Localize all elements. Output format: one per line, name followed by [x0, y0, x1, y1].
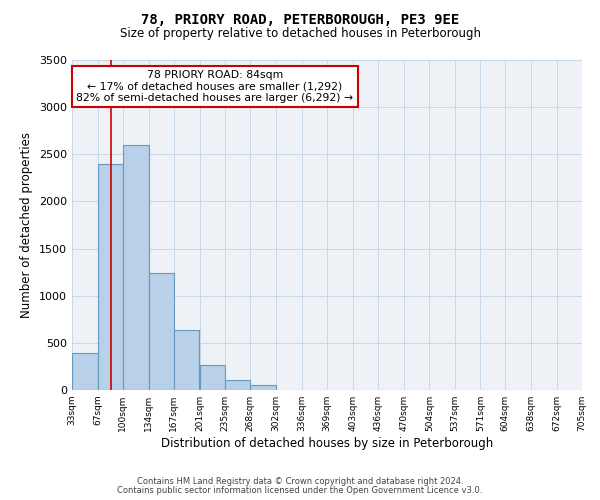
- Text: Contains public sector information licensed under the Open Government Licence v3: Contains public sector information licen…: [118, 486, 482, 495]
- Bar: [226, 380, 250, 390]
- Bar: [72, 353, 98, 390]
- Text: 78 PRIORY ROAD: 84sqm
← 17% of detached houses are smaller (1,292)
82% of semi-d: 78 PRIORY ROAD: 84sqm ← 17% of detached …: [76, 70, 353, 103]
- Text: Size of property relative to detached houses in Peterborough: Size of property relative to detached ho…: [119, 28, 481, 40]
- Bar: [123, 145, 149, 390]
- Bar: [98, 164, 123, 390]
- Bar: [250, 386, 276, 390]
- Bar: [173, 330, 199, 390]
- Text: Contains HM Land Registry data © Crown copyright and database right 2024.: Contains HM Land Registry data © Crown c…: [137, 477, 463, 486]
- Y-axis label: Number of detached properties: Number of detached properties: [20, 132, 34, 318]
- Bar: [149, 273, 173, 390]
- Text: 78, PRIORY ROAD, PETERBOROUGH, PE3 9EE: 78, PRIORY ROAD, PETERBOROUGH, PE3 9EE: [141, 12, 459, 26]
- Bar: [199, 366, 226, 390]
- X-axis label: Distribution of detached houses by size in Peterborough: Distribution of detached houses by size …: [161, 437, 493, 450]
